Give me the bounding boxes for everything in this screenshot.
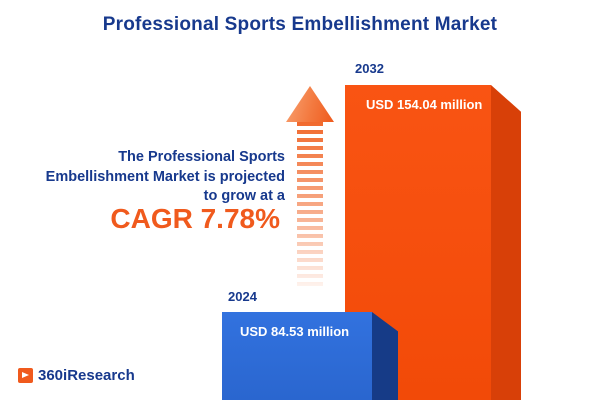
annotation-line-3: to grow at a (203, 188, 285, 205)
chart-title: Professional Sports Embellishment Market (102, 14, 498, 35)
bar-2032-year-label: 2032 (355, 61, 384, 76)
bar-2024 (222, 312, 372, 400)
brand-logo: 360iResearch (18, 367, 135, 384)
brand-logo-text: 360iResearch (38, 367, 135, 384)
cagr-value: CAGR 7.78% (110, 203, 280, 234)
brand-logo-icon (18, 368, 33, 383)
growth-arrow-shaft-icon (297, 122, 323, 287)
bar-2024-value-label: USD 84.53 million (240, 324, 350, 339)
bar-2032-side-face (491, 85, 521, 400)
annotation-line-2: Embellishment Market is projected (45, 168, 285, 185)
bar-2024-year-label: 2024 (228, 289, 257, 304)
growth-arrow-head-icon (286, 86, 334, 122)
annotation-line-1: The Professional Sports (118, 149, 285, 165)
annotation-text: The Professional Sports Embellishment Ma… (30, 148, 285, 207)
bar-2032-value-label: USD 154.04 million (366, 97, 483, 112)
